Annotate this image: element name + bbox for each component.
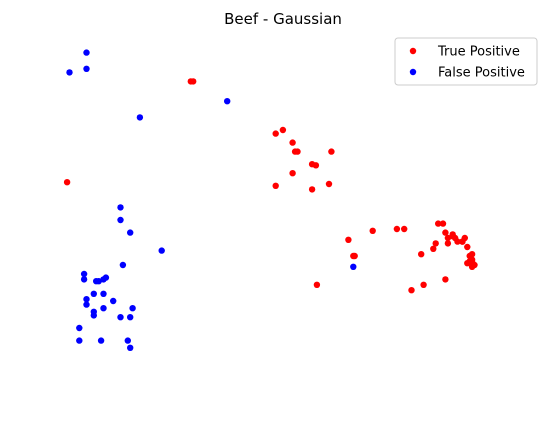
data-point (127, 314, 134, 321)
data-point (328, 148, 335, 155)
data-point (279, 126, 287, 134)
data-point (83, 296, 90, 303)
data-point (224, 98, 231, 105)
data-point (63, 179, 71, 186)
data-point (76, 337, 83, 344)
data-point (127, 229, 134, 236)
data-point (468, 251, 476, 258)
data-point (90, 312, 98, 319)
data-point (83, 49, 90, 56)
data-point (83, 65, 90, 73)
plot-area (63, 49, 478, 351)
data-point (430, 245, 437, 252)
data-point (308, 186, 316, 193)
data-point (444, 240, 452, 247)
data-point (435, 220, 442, 227)
data-point (442, 276, 449, 283)
data-point (345, 236, 352, 243)
data-point (117, 216, 124, 224)
data-point (127, 344, 134, 351)
data-point (418, 251, 425, 258)
data-point (313, 281, 321, 288)
data-point (432, 240, 439, 247)
data-point (190, 78, 197, 85)
data-point (289, 170, 296, 177)
data-point (119, 261, 127, 269)
data-point (110, 297, 117, 305)
data-point (393, 225, 401, 233)
data-point (289, 139, 296, 146)
data-point (350, 263, 357, 270)
data-point (294, 148, 301, 155)
legend-marker-false-positive (409, 68, 417, 76)
legend-label-false-positive: False Positive (438, 66, 525, 81)
data-point (76, 324, 83, 332)
data-point (129, 305, 136, 312)
data-point (117, 204, 124, 211)
legend-marker-true-positive (409, 47, 417, 55)
data-point (272, 182, 279, 189)
data-point (66, 69, 73, 76)
data-point (100, 290, 107, 297)
series-false-positive (66, 49, 357, 351)
data-point (454, 238, 461, 245)
chart-legend: True Positive False Positive (394, 37, 538, 86)
data-point (351, 252, 358, 260)
data-point (459, 238, 466, 245)
data-point (325, 180, 333, 188)
data-point (102, 274, 110, 281)
data-point (158, 247, 165, 254)
data-point (90, 290, 98, 297)
data-point (444, 234, 452, 242)
data-point (369, 227, 376, 234)
data-point (80, 276, 88, 283)
legend-label-true-positive: True Positive (437, 45, 520, 60)
data-point (272, 130, 279, 137)
data-point (136, 114, 144, 121)
data-point (442, 229, 449, 236)
data-point (468, 258, 476, 265)
data-point (464, 243, 471, 251)
data-point (408, 287, 415, 294)
chart-title: Beef - Gaussian (224, 10, 342, 28)
data-point (97, 337, 105, 344)
data-point (464, 260, 471, 267)
data-point (312, 162, 320, 169)
data-point (83, 301, 90, 308)
data-point (80, 270, 88, 278)
data-point (117, 314, 124, 321)
data-point (420, 281, 427, 288)
data-point (124, 337, 131, 344)
series-true-positive (63, 78, 478, 294)
data-point (95, 278, 102, 285)
data-point (100, 305, 107, 312)
legend-frame (394, 37, 538, 86)
data-point (439, 220, 447, 227)
data-point (401, 225, 408, 233)
